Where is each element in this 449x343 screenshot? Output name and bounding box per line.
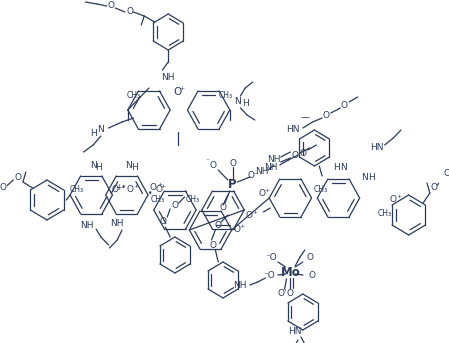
Text: O: O	[306, 252, 313, 261]
Text: O: O	[210, 161, 217, 169]
Text: O: O	[299, 149, 306, 157]
Text: ⁻O: ⁻O	[264, 271, 275, 280]
Text: CH₃: CH₃	[70, 186, 84, 194]
Text: N: N	[361, 173, 368, 181]
Text: —: —	[300, 114, 309, 122]
Text: H: H	[368, 173, 374, 181]
Text: O: O	[172, 201, 178, 210]
Text: H: H	[90, 129, 97, 138]
Text: ⁻O: ⁻O	[265, 252, 277, 261]
Text: O: O	[150, 182, 156, 191]
Text: O: O	[229, 158, 236, 167]
Text: H: H	[131, 163, 138, 172]
Text: O: O	[308, 271, 315, 280]
Text: O': O'	[278, 289, 287, 298]
Text: +: +	[264, 188, 270, 192]
Text: NH: NH	[264, 164, 278, 173]
Text: H: H	[242, 99, 249, 108]
Text: H: H	[333, 164, 340, 173]
Text: O: O	[160, 216, 167, 225]
Text: +: +	[179, 86, 184, 92]
Text: O: O	[108, 1, 115, 11]
Text: +: +	[240, 225, 245, 229]
Text: P: P	[229, 178, 237, 191]
Text: HN: HN	[370, 143, 384, 153]
Text: O: O	[430, 184, 437, 192]
Text: CH₃: CH₃	[378, 209, 392, 217]
Text: CH₃: CH₃	[185, 196, 199, 204]
Text: NH: NH	[255, 167, 268, 177]
Text: O: O	[444, 168, 449, 177]
Text: N: N	[90, 161, 97, 169]
Text: H: H	[96, 163, 102, 172]
Text: O: O	[246, 211, 252, 220]
Text: CH₃: CH₃	[314, 186, 328, 194]
Text: ⁻: ⁻	[206, 156, 210, 166]
Text: O: O	[0, 184, 6, 192]
Text: HN: HN	[288, 328, 302, 336]
Text: O: O	[287, 288, 294, 297]
Text: NH: NH	[233, 281, 247, 289]
Text: O: O	[390, 194, 397, 203]
Text: N: N	[97, 126, 104, 134]
Text: O: O	[174, 87, 182, 97]
Text: O: O	[126, 8, 133, 16]
Text: O: O	[258, 189, 265, 198]
Text: O: O	[215, 222, 222, 230]
Text: O: O	[210, 240, 217, 249]
Text: O: O	[126, 186, 133, 194]
Text: +: +	[161, 185, 166, 189]
Text: O: O	[112, 186, 119, 194]
Text: O: O	[220, 203, 227, 213]
Text: N: N	[234, 97, 241, 106]
Text: +: +	[157, 181, 162, 187]
Text: +•: +•	[116, 182, 127, 191]
Text: Mo: Mo	[281, 265, 300, 279]
Text: +: +	[133, 185, 138, 189]
Text: O: O	[155, 186, 162, 194]
Text: NH: NH	[162, 73, 175, 83]
Text: +: +	[252, 210, 257, 214]
Text: O: O	[341, 102, 348, 110]
Text: NH: NH	[79, 221, 93, 229]
Text: NH: NH	[267, 155, 281, 165]
Text: CH₃: CH₃	[219, 91, 233, 99]
Text: CH₃: CH₃	[150, 196, 165, 204]
Text: •: •	[148, 189, 152, 198]
Text: O: O	[15, 174, 22, 182]
Text: NH: NH	[110, 218, 124, 227]
Text: CH₃: CH₃	[127, 92, 141, 100]
Text: N: N	[340, 164, 347, 173]
Text: HN: HN	[286, 126, 300, 134]
Text: O: O	[292, 152, 299, 161]
Text: +: +	[396, 193, 402, 199]
Text: O: O	[322, 111, 330, 120]
Text: O⁻: O⁻	[248, 170, 260, 179]
Text: O: O	[233, 225, 240, 235]
Text: N: N	[125, 161, 132, 169]
